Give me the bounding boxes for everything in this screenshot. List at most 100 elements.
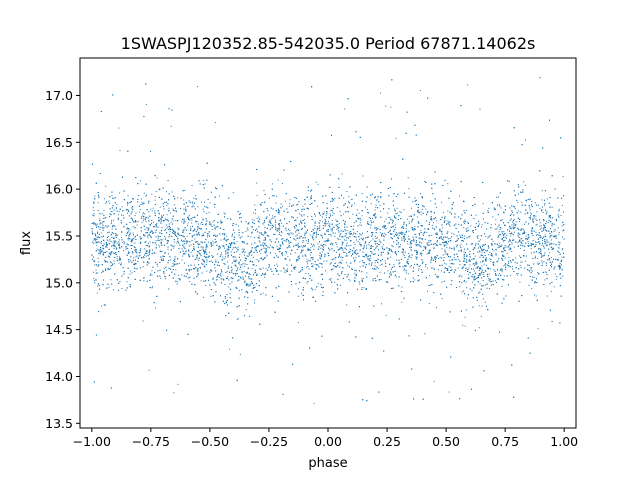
- data-point: [372, 245, 374, 247]
- data-point: [101, 271, 103, 273]
- data-point: [275, 238, 277, 240]
- data-point: [538, 242, 540, 244]
- data-point: [191, 219, 193, 221]
- data-point: [322, 224, 324, 226]
- data-point: [147, 237, 149, 239]
- data-point: [157, 237, 159, 239]
- data-point: [415, 250, 417, 252]
- data-point: [380, 196, 382, 198]
- data-point: [489, 251, 491, 253]
- data-point: [197, 270, 199, 272]
- data-point: [113, 240, 115, 242]
- data-point: [383, 232, 385, 234]
- data-point: [448, 265, 450, 267]
- data-point: [330, 278, 332, 280]
- data-point: [220, 239, 222, 241]
- data-point: [429, 222, 431, 224]
- data-point: [513, 205, 515, 207]
- data-point: [122, 250, 124, 252]
- data-point: [440, 270, 442, 272]
- data-point: [503, 265, 505, 267]
- data-point: [126, 246, 127, 248]
- data-point: [170, 125, 172, 127]
- data-point: [113, 241, 115, 243]
- data-point: [126, 204, 128, 206]
- data-point: [173, 247, 175, 249]
- data-point: [532, 276, 534, 278]
- data-point: [280, 203, 282, 205]
- data-point: [301, 210, 303, 212]
- data-point: [268, 235, 270, 237]
- data-point: [381, 303, 383, 305]
- data-point: [211, 255, 213, 257]
- data-point: [499, 273, 500, 275]
- data-point: [320, 263, 322, 265]
- data-point: [215, 284, 217, 286]
- data-point: [534, 294, 536, 296]
- data-point: [169, 231, 171, 233]
- data-point: [531, 267, 533, 269]
- data-point: [499, 246, 501, 248]
- data-point: [204, 183, 206, 185]
- data-point: [562, 176, 564, 178]
- data-point: [374, 235, 376, 237]
- data-point: [402, 249, 404, 251]
- data-point: [509, 249, 511, 251]
- data-point: [320, 274, 322, 276]
- data-point: [325, 244, 327, 246]
- data-point: [502, 254, 504, 256]
- data-point: [402, 253, 404, 255]
- data-point: [362, 255, 364, 257]
- data-point: [514, 261, 516, 263]
- data-point: [166, 204, 168, 206]
- data-point: [453, 257, 455, 259]
- data-point: [140, 198, 142, 200]
- data-point: [533, 217, 535, 219]
- data-point: [320, 247, 322, 249]
- data-point: [95, 238, 97, 240]
- data-point: [241, 270, 243, 272]
- data-point: [441, 298, 443, 300]
- data-point: [313, 403, 315, 405]
- data-point: [224, 256, 226, 258]
- data-point: [485, 270, 487, 272]
- data-point: [210, 295, 212, 297]
- data-point: [176, 283, 178, 285]
- data-point: [140, 251, 142, 253]
- data-point: [501, 279, 503, 281]
- data-point: [485, 249, 487, 251]
- data-point: [419, 90, 421, 92]
- data-point: [190, 244, 192, 246]
- data-point: [124, 242, 126, 244]
- data-point: [237, 267, 239, 269]
- data-point: [390, 106, 392, 108]
- data-point: [354, 244, 356, 246]
- data-point: [359, 222, 361, 224]
- data-point: [531, 270, 533, 272]
- data-point: [427, 290, 428, 292]
- data-point: [331, 244, 333, 246]
- data-point: [91, 230, 93, 232]
- data-point: [140, 180, 142, 182]
- data-point: [314, 224, 316, 226]
- data-point: [149, 235, 151, 237]
- data-point: [165, 278, 167, 280]
- data-point: [145, 251, 147, 253]
- data-point: [405, 228, 407, 230]
- data-point: [101, 305, 103, 307]
- data-point: [99, 251, 101, 253]
- data-point: [396, 212, 398, 214]
- data-point: [108, 286, 110, 288]
- data-point: [132, 238, 134, 240]
- data-point: [516, 273, 518, 275]
- data-point: [368, 244, 370, 246]
- data-point: [441, 248, 443, 250]
- data-point: [375, 204, 377, 206]
- data-point: [174, 204, 176, 206]
- data-point: [252, 264, 254, 266]
- data-point: [445, 263, 447, 265]
- data-point: [162, 258, 164, 260]
- data-point: [156, 177, 158, 179]
- data-point: [301, 245, 303, 247]
- data-point: [116, 258, 118, 260]
